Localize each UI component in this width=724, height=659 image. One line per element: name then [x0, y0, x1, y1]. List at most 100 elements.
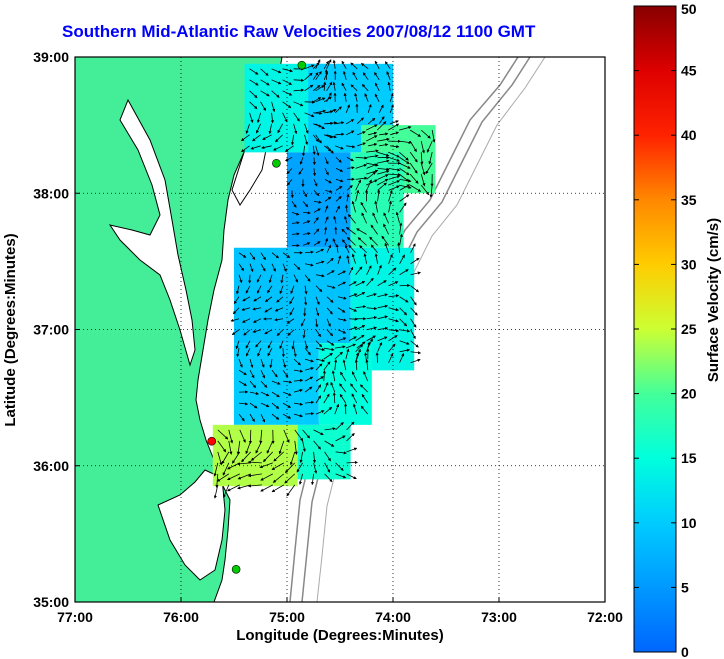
current-vector [366, 326, 378, 331]
current-vector [271, 68, 282, 74]
current-vector [388, 281, 399, 287]
current-vector [357, 237, 367, 246]
current-vector [377, 341, 383, 352]
current-vector [232, 307, 240, 315]
current-vector [271, 484, 285, 493]
current-vector [262, 134, 272, 140]
current-vector [247, 473, 262, 478]
radar-stations [207, 60, 307, 574]
current-vector [291, 134, 295, 146]
current-vector [238, 402, 249, 406]
current-vector [326, 285, 336, 289]
x-tick-label: 72:00 [587, 609, 623, 625]
current-vector [326, 296, 334, 303]
current-vector [374, 93, 380, 102]
current-vector [337, 318, 347, 322]
current-vector [335, 178, 344, 183]
current-vector [384, 61, 391, 70]
current-vector [232, 451, 241, 464]
current-vector [346, 460, 358, 465]
current-vector [337, 307, 346, 313]
current-vector [337, 337, 347, 342]
current-vector [286, 179, 293, 186]
current-vector [399, 318, 408, 327]
current-vector [395, 211, 400, 224]
current-vector [323, 347, 335, 352]
current-vector [259, 429, 263, 445]
current-vector [348, 317, 358, 321]
current-vector [294, 440, 298, 455]
current-vector [260, 263, 266, 272]
current-vector [374, 200, 378, 213]
current-vector [271, 252, 280, 259]
current-vector [293, 78, 305, 82]
current-vector [252, 307, 262, 311]
current-vector [339, 383, 347, 393]
current-vector [260, 413, 266, 423]
current-vector [362, 72, 369, 81]
current-vector [238, 263, 244, 272]
current-vector [357, 131, 366, 136]
current-vector [332, 392, 336, 404]
current-vector [299, 451, 303, 464]
colorbar-tick-label: 40 [681, 127, 697, 143]
current-vector [366, 135, 378, 142]
current-vector [247, 484, 262, 488]
current-vector [304, 358, 314, 363]
current-vector [335, 422, 344, 431]
current-vector [326, 59, 332, 69]
current-vector [260, 252, 266, 261]
current-vector [302, 190, 307, 198]
current-vector [242, 296, 251, 302]
current-vector [260, 484, 273, 492]
current-vector [291, 221, 300, 225]
current-vector [282, 79, 293, 85]
current-vector [399, 348, 411, 353]
current-vector [333, 215, 337, 224]
current-vector [291, 340, 295, 350]
y-tick-label: 38:00 [33, 185, 69, 201]
current-vector [304, 112, 315, 118]
current-vector [245, 347, 251, 357]
current-vector [315, 340, 323, 348]
current-vector [253, 296, 262, 302]
current-vector [245, 440, 252, 455]
current-vector [240, 145, 250, 153]
current-vector [387, 123, 400, 131]
current-vector [293, 402, 304, 406]
current-vector [377, 336, 388, 342]
velocity-cell [287, 152, 351, 248]
current-vector [238, 274, 243, 284]
current-vector [249, 413, 255, 423]
current-vector [355, 266, 363, 276]
current-vector [304, 340, 309, 350]
current-vector [323, 393, 330, 404]
current-vector [280, 274, 284, 284]
current-vector [304, 72, 313, 81]
current-vector [356, 117, 364, 125]
current-vector [374, 82, 380, 91]
current-vector [289, 451, 296, 466]
current-vector [390, 144, 400, 149]
current-vector [271, 90, 280, 98]
current-vector [410, 340, 419, 348]
current-vector [271, 263, 276, 272]
current-vector [260, 402, 270, 408]
current-vector [324, 121, 334, 126]
current-vector [326, 270, 335, 276]
current-vector [351, 371, 358, 382]
current-vector [213, 462, 219, 477]
current-vector [279, 285, 284, 295]
current-vector [410, 307, 418, 316]
current-vector [345, 104, 350, 113]
current-vector [282, 413, 292, 419]
y-axis-ticks: 35:00 36:00 37:00 38:00 39:00 [33, 49, 80, 610]
current-vector [293, 123, 298, 135]
current-vector [334, 403, 340, 415]
current-vector [324, 205, 329, 213]
current-vector [388, 180, 401, 186]
radar-station-marker [297, 60, 307, 70]
current-vector [332, 238, 337, 246]
current-vector [337, 296, 347, 300]
current-vector [335, 462, 344, 471]
